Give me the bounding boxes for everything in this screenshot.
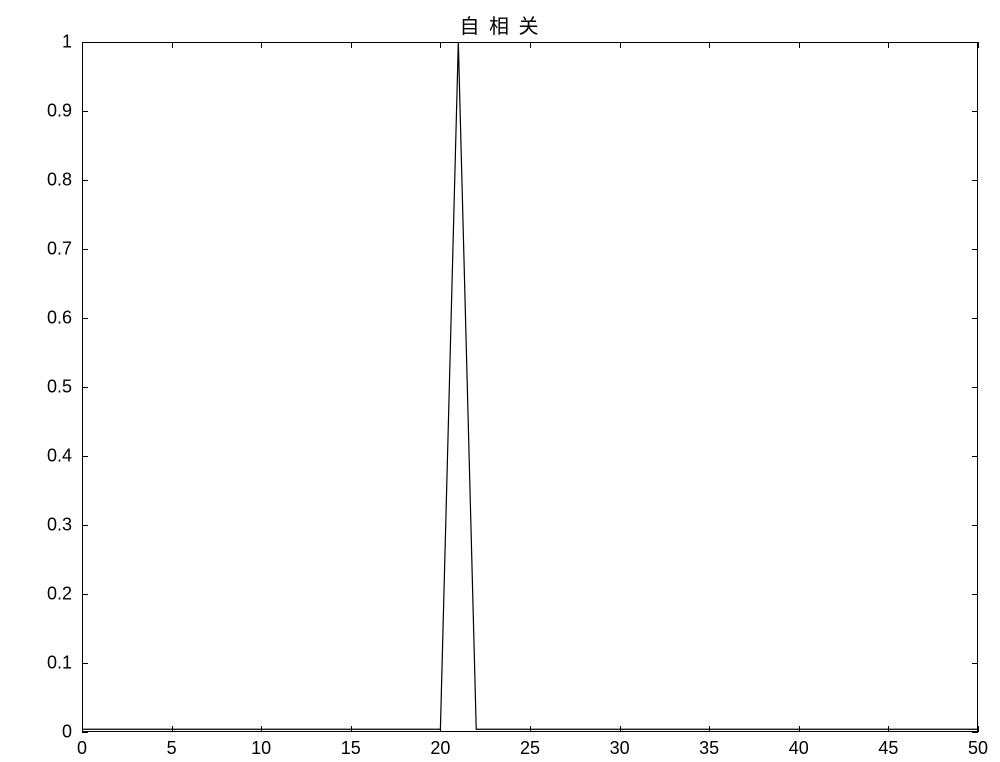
figure-container: 自 相 关00.10.20.30.40.50.60.70.80.91051015…: [0, 0, 1000, 762]
series-autocorrelation: [82, 42, 978, 729]
data-line-svg: [0, 0, 1000, 762]
